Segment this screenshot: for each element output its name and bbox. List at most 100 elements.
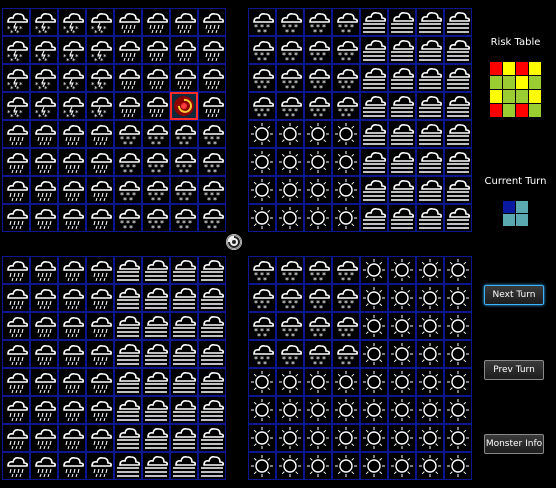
- board-cell-fog[interactable]: [170, 396, 198, 424]
- board-cell-rain[interactable]: [58, 176, 86, 204]
- monster-token[interactable]: [170, 92, 198, 120]
- board-cell-storm-snow[interactable]: * * * * *: [58, 92, 86, 120]
- board-cell-rain[interactable]: [2, 396, 30, 424]
- board-cell-storm-snow[interactable]: * * * * *: [86, 92, 114, 120]
- board-cell-sun[interactable]: [248, 424, 276, 452]
- board-cell-storm-snow[interactable]: * * * * *: [2, 8, 30, 36]
- board-cell-rain[interactable]: [2, 312, 30, 340]
- board-cell-fog[interactable]: [198, 424, 226, 452]
- board-cell-fog[interactable]: [388, 64, 416, 92]
- board-cell-sun[interactable]: [304, 204, 332, 232]
- board-cell-sun[interactable]: [444, 284, 472, 312]
- board-cell-fog[interactable]: [142, 424, 170, 452]
- board-cell-rain[interactable]: [86, 148, 114, 176]
- board-cell-rain[interactable]: [58, 284, 86, 312]
- board-cell-rain[interactable]: [2, 424, 30, 452]
- board-cell-snow[interactable]: * * * * *: [198, 204, 226, 232]
- board-cell-fog[interactable]: [416, 120, 444, 148]
- board-cell-fog[interactable]: [114, 396, 142, 424]
- board-cell-fog[interactable]: [388, 8, 416, 36]
- board-cell-sun[interactable]: [388, 340, 416, 368]
- board-cell-snow[interactable]: * * * * *: [304, 284, 332, 312]
- board-cell-storm-snow[interactable]: * * * * *: [58, 36, 86, 64]
- board-cell-storm-snow[interactable]: * * * * *: [58, 8, 86, 36]
- board-cell-sun[interactable]: [304, 120, 332, 148]
- board-cell-rain[interactable]: [114, 36, 142, 64]
- board-cell-rain[interactable]: [170, 8, 198, 36]
- board-cell-snow[interactable]: * * * * *: [248, 92, 276, 120]
- board-cell-rain[interactable]: [30, 312, 58, 340]
- board-cell-snow[interactable]: * * * * *: [248, 340, 276, 368]
- board-cell-fog[interactable]: [444, 92, 472, 120]
- board-cell-fog[interactable]: [142, 284, 170, 312]
- board-cell-snow[interactable]: * * * * *: [142, 204, 170, 232]
- board-cell-rain[interactable]: [2, 176, 30, 204]
- board-cell-fog[interactable]: [114, 368, 142, 396]
- board-cell-rain[interactable]: [86, 452, 114, 480]
- board-cell-snow[interactable]: * * * * *: [248, 256, 276, 284]
- board-cell-fog[interactable]: [360, 92, 388, 120]
- board-cell-rain[interactable]: [58, 424, 86, 452]
- board-cell-fog[interactable]: [170, 312, 198, 340]
- board-cell-rain[interactable]: [2, 452, 30, 480]
- board-cell-fog[interactable]: [416, 8, 444, 36]
- board-cell-sun[interactable]: [416, 424, 444, 452]
- board-cell-snow[interactable]: * * * * *: [142, 148, 170, 176]
- board-cell-rain[interactable]: [30, 148, 58, 176]
- board-cell-fog[interactable]: [198, 284, 226, 312]
- board-cell-storm-snow[interactable]: * * * * *: [2, 92, 30, 120]
- board-cell-fog[interactable]: [170, 256, 198, 284]
- board-cell-rain[interactable]: [2, 368, 30, 396]
- board-cell-rain[interactable]: [86, 176, 114, 204]
- board-cell-storm-snow[interactable]: * * * * *: [86, 64, 114, 92]
- board-cell-fog[interactable]: [416, 148, 444, 176]
- board-cell-storm-snow[interactable]: * * * * *: [86, 36, 114, 64]
- board-cell-sun[interactable]: [332, 204, 360, 232]
- board-cell-fog[interactable]: [170, 368, 198, 396]
- board-cell-sun[interactable]: [388, 396, 416, 424]
- board-cell-snow[interactable]: * * * * *: [304, 256, 332, 284]
- board-cell-fog[interactable]: [360, 36, 388, 64]
- board-cell-rain[interactable]: [86, 312, 114, 340]
- board-cell-sun[interactable]: [388, 424, 416, 452]
- board-cell-sun[interactable]: [444, 368, 472, 396]
- board-cell-sun[interactable]: [416, 340, 444, 368]
- board-cell-rain[interactable]: [114, 64, 142, 92]
- board-cell-rain[interactable]: [58, 120, 86, 148]
- board-cell-sun[interactable]: [416, 396, 444, 424]
- board-cell-sun[interactable]: [276, 176, 304, 204]
- board-cell-sun[interactable]: [444, 452, 472, 480]
- board-cell-rain[interactable]: [86, 204, 114, 232]
- board-cell-snow[interactable]: * * * * *: [248, 312, 276, 340]
- board-cell-fog[interactable]: [360, 120, 388, 148]
- board-cell-sun[interactable]: [360, 452, 388, 480]
- board-cell-fog[interactable]: [360, 176, 388, 204]
- board-cell-snow[interactable]: * * * * *: [304, 312, 332, 340]
- board-cell-sun[interactable]: [248, 176, 276, 204]
- board-cell-sun[interactable]: [248, 204, 276, 232]
- board-cell-fog[interactable]: [170, 340, 198, 368]
- board-cell-snow[interactable]: * * * * *: [170, 148, 198, 176]
- board-cell-rain[interactable]: [58, 148, 86, 176]
- board-cell-snow[interactable]: * * * * *: [332, 284, 360, 312]
- board-cell-sun[interactable]: [276, 368, 304, 396]
- board-cell-storm-snow[interactable]: * * * * *: [30, 64, 58, 92]
- board-cell-rain[interactable]: [30, 340, 58, 368]
- board-cell-storm-snow[interactable]: * * * * *: [30, 36, 58, 64]
- board-cell-snow[interactable]: * * * * *: [170, 176, 198, 204]
- board-cell-rain[interactable]: [86, 424, 114, 452]
- board-cell-rain[interactable]: [30, 284, 58, 312]
- board-cell-sun[interactable]: [388, 368, 416, 396]
- board-cell-snow[interactable]: * * * * *: [332, 340, 360, 368]
- board-cell-snow[interactable]: * * * * *: [198, 176, 226, 204]
- board-cell-sun[interactable]: [360, 424, 388, 452]
- board-cell-snow[interactable]: * * * * *: [276, 312, 304, 340]
- board-cell-rain[interactable]: [2, 204, 30, 232]
- board-cell-fog[interactable]: [114, 284, 142, 312]
- board-cell-rain[interactable]: [30, 204, 58, 232]
- board-cell-fog[interactable]: [142, 396, 170, 424]
- board-cell-fog[interactable]: [360, 204, 388, 232]
- board-cell-rain[interactable]: [58, 368, 86, 396]
- board-cell-sun[interactable]: [304, 396, 332, 424]
- board-cell-sun[interactable]: [248, 368, 276, 396]
